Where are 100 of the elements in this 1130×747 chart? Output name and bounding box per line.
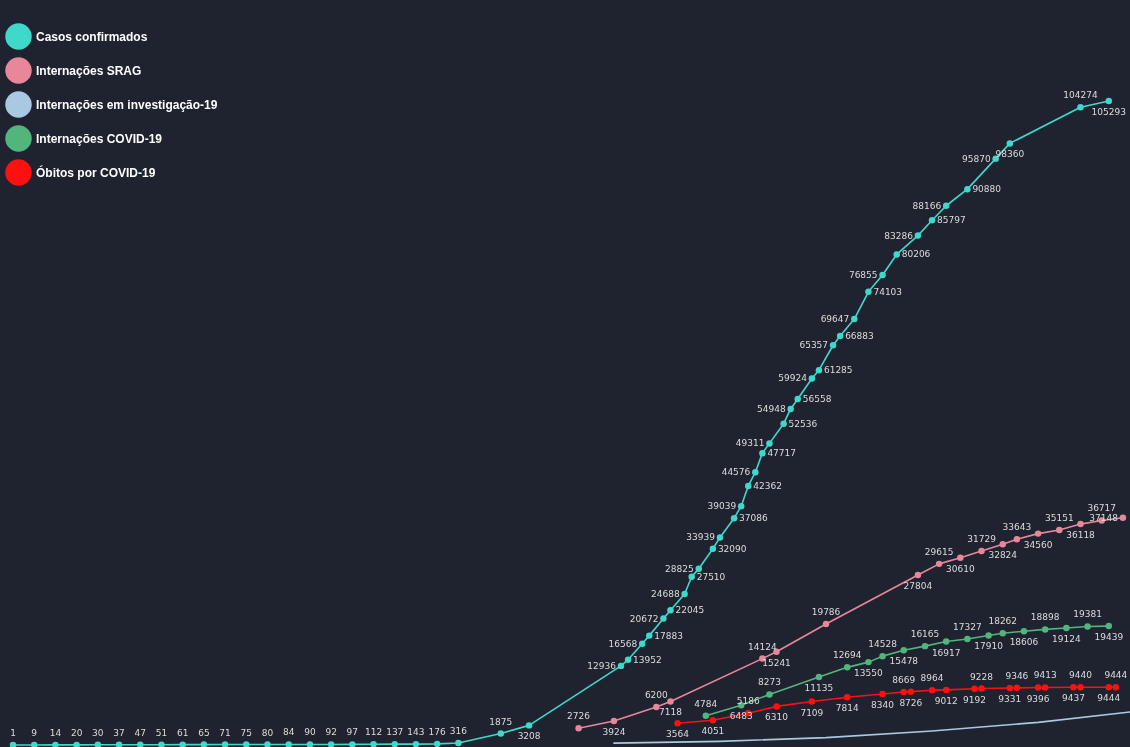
point: [391, 740, 398, 747]
point: [752, 469, 759, 476]
point: [624, 656, 632, 663]
point: [1084, 623, 1091, 630]
legend-label: Óbitos por COVID-19: [36, 164, 156, 180]
point: [730, 514, 738, 522]
data-label: 19786: [811, 606, 841, 617]
point: [695, 565, 702, 572]
point: [702, 712, 710, 719]
data-label: 37: [113, 727, 125, 738]
point: [1013, 684, 1021, 692]
data-label: 16165: [910, 629, 940, 640]
data-label: 18606: [1009, 637, 1039, 648]
point: [942, 638, 950, 645]
point: [667, 606, 674, 614]
point: [964, 185, 971, 193]
data-label: 65: [198, 727, 210, 738]
data-label: 13550: [854, 668, 884, 679]
point: [773, 703, 780, 710]
data-label: 76855: [848, 269, 878, 280]
point: [766, 440, 773, 447]
data-label: 9440: [1069, 670, 1093, 681]
data-label: 32824: [988, 550, 1018, 561]
point: [865, 658, 872, 666]
point: [879, 271, 886, 279]
point: [525, 722, 533, 729]
data-label: 1875: [489, 716, 513, 727]
point: [978, 547, 985, 555]
data-label: 9413: [1033, 670, 1057, 681]
point: [893, 251, 900, 258]
data-label: 12936: [587, 660, 617, 671]
data-label: 8726: [899, 697, 923, 708]
data-label: 9437: [1061, 693, 1085, 704]
point: [942, 202, 950, 209]
data-label: 15241: [762, 657, 791, 668]
data-label: 6200: [644, 690, 669, 701]
point: [879, 690, 886, 698]
point: [716, 534, 724, 541]
point: [674, 719, 681, 727]
point: [370, 741, 377, 747]
data-label: 84: [282, 727, 295, 738]
data-label: 14: [49, 727, 62, 738]
point: [349, 741, 356, 747]
point: [829, 342, 837, 349]
point: [688, 573, 695, 580]
data-label: 83286: [884, 230, 914, 241]
data-label: 137: [386, 727, 404, 738]
data-label: 7109: [800, 707, 824, 718]
point: [709, 716, 717, 724]
data-label: 85797: [937, 215, 966, 226]
data-label: 80: [261, 727, 274, 738]
data-label: 1: [10, 727, 16, 738]
data-label: 75: [240, 727, 253, 738]
point: [1077, 104, 1084, 111]
point: [759, 449, 766, 457]
data-label: 61: [176, 727, 189, 738]
data-label: 20672: [629, 613, 659, 624]
data-label: 18262: [988, 616, 1018, 627]
data-label: 92: [325, 727, 337, 738]
point: [978, 685, 985, 692]
data-label: 47: [134, 727, 146, 738]
data-label: 36717: [1087, 503, 1117, 514]
data-label: 18898: [1030, 612, 1060, 623]
data-label: 32090: [717, 543, 747, 554]
data-label: 88166: [912, 200, 942, 211]
data-label: 8340: [871, 699, 895, 710]
data-label: 17883: [654, 630, 683, 641]
data-label: 65357: [799, 340, 829, 351]
data-label: 44576: [721, 467, 751, 478]
data-label: 27510: [696, 571, 726, 582]
data-label: 52536: [788, 418, 818, 429]
data-label: 2726: [567, 711, 591, 722]
data-label: 49311: [735, 438, 765, 449]
point: [1063, 624, 1070, 632]
point: [822, 620, 830, 628]
point: [52, 741, 59, 747]
data-label: 37086: [739, 513, 769, 524]
data-label: 61285: [823, 365, 853, 376]
data-label: 9396: [1026, 693, 1050, 704]
point: [709, 545, 717, 552]
point: [851, 315, 858, 323]
point: [1006, 684, 1014, 692]
point: [879, 652, 886, 660]
legend-label: Internações SRAG: [36, 63, 142, 78]
data-label: 112: [364, 727, 383, 738]
data-label: 9444: [1104, 670, 1128, 681]
point: [1077, 520, 1084, 528]
point: [1105, 684, 1113, 691]
legend-label: Casos confirmados: [36, 29, 148, 44]
point: [1034, 684, 1042, 691]
data-label: 69647: [820, 314, 850, 325]
point: [971, 685, 978, 693]
data-label: 95870: [962, 153, 991, 164]
point: [94, 741, 102, 747]
point: [200, 741, 208, 747]
data-label: 7118: [659, 707, 683, 718]
point: [306, 741, 314, 747]
data-label: 3208: [517, 731, 541, 742]
point: [999, 541, 1006, 548]
data-label: 7814: [835, 703, 859, 714]
